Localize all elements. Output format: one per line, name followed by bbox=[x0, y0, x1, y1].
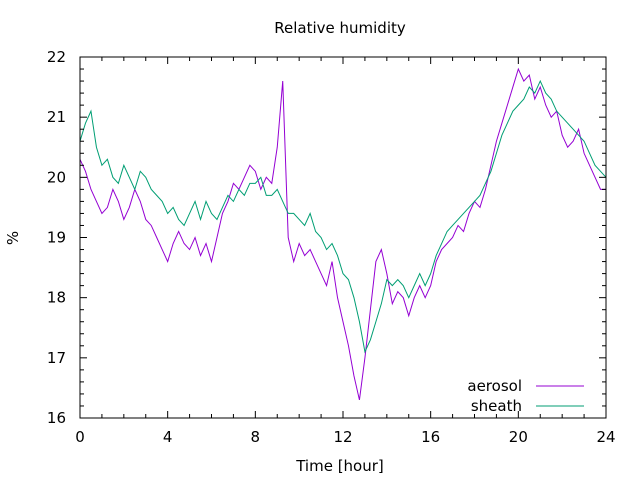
x-tick-label: 16 bbox=[421, 428, 440, 446]
x-tick-label: 12 bbox=[333, 428, 352, 446]
x-axis-label: Time [hour] bbox=[295, 457, 384, 475]
y-tick-label: 19 bbox=[47, 229, 66, 247]
legend-label-aerosol: aerosol bbox=[467, 377, 522, 395]
x-tick-label: 24 bbox=[596, 428, 615, 446]
x-tick-label: 8 bbox=[251, 428, 261, 446]
x-tick-label: 4 bbox=[163, 428, 173, 446]
plot-frame bbox=[79, 56, 607, 419]
legend-label-sheath: sheath bbox=[471, 397, 522, 415]
y-tick-label: 17 bbox=[47, 349, 66, 367]
y-tick-label: 16 bbox=[47, 409, 66, 427]
chart-title: Relative humidity bbox=[274, 19, 406, 37]
series-line-aerosol bbox=[79, 67, 606, 401]
y-tick-label: 20 bbox=[47, 168, 66, 186]
x-tick-label: 0 bbox=[75, 428, 85, 446]
y-tick-label: 18 bbox=[47, 289, 66, 307]
y-tick-label: 21 bbox=[47, 108, 66, 126]
y-tick-label: 22 bbox=[47, 48, 66, 66]
x-tick-label: 20 bbox=[509, 428, 528, 446]
y-axis-label: % bbox=[4, 231, 22, 245]
series-line-sheath bbox=[79, 79, 607, 354]
